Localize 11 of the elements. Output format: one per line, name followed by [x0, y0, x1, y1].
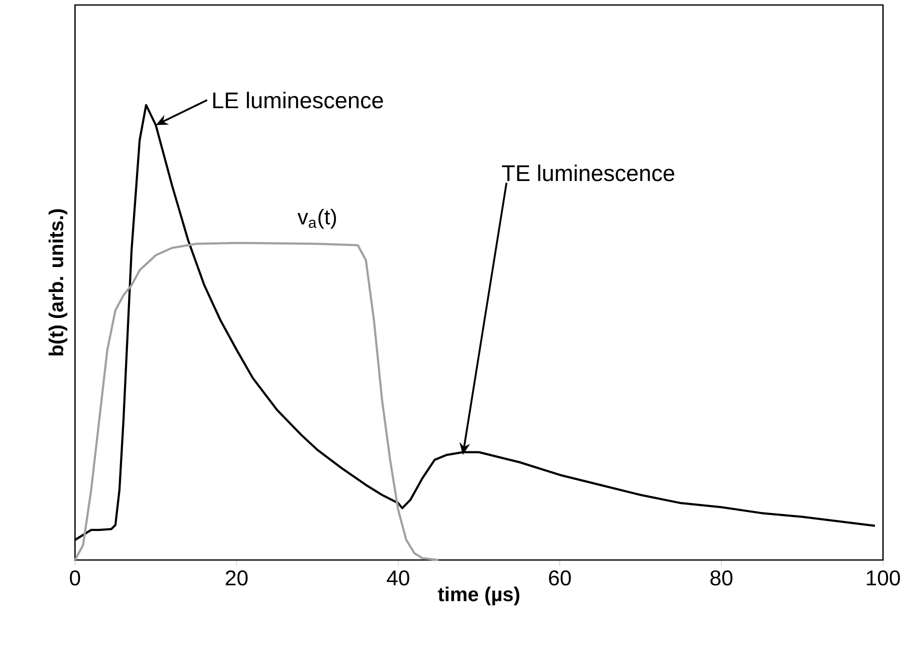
annotation: LE luminescence [213, 92, 383, 108]
annotation: TE luminescence [502, 164, 674, 182]
x-tick-label: 20 [226, 570, 248, 586]
x-tick-label: 100 [866, 570, 900, 586]
x-tick-label: 60 [549, 570, 571, 586]
series-label: v$_{a}$(t) [298, 208, 336, 229]
x-tick-label: 80 [710, 570, 732, 586]
x-tick-label: 40 [386, 570, 410, 586]
x-axis-title: time (µs) [438, 586, 520, 606]
x-tick-label: 0 [70, 570, 80, 586]
y-axis-title: b(t) (arb. units.) [48, 209, 68, 356]
